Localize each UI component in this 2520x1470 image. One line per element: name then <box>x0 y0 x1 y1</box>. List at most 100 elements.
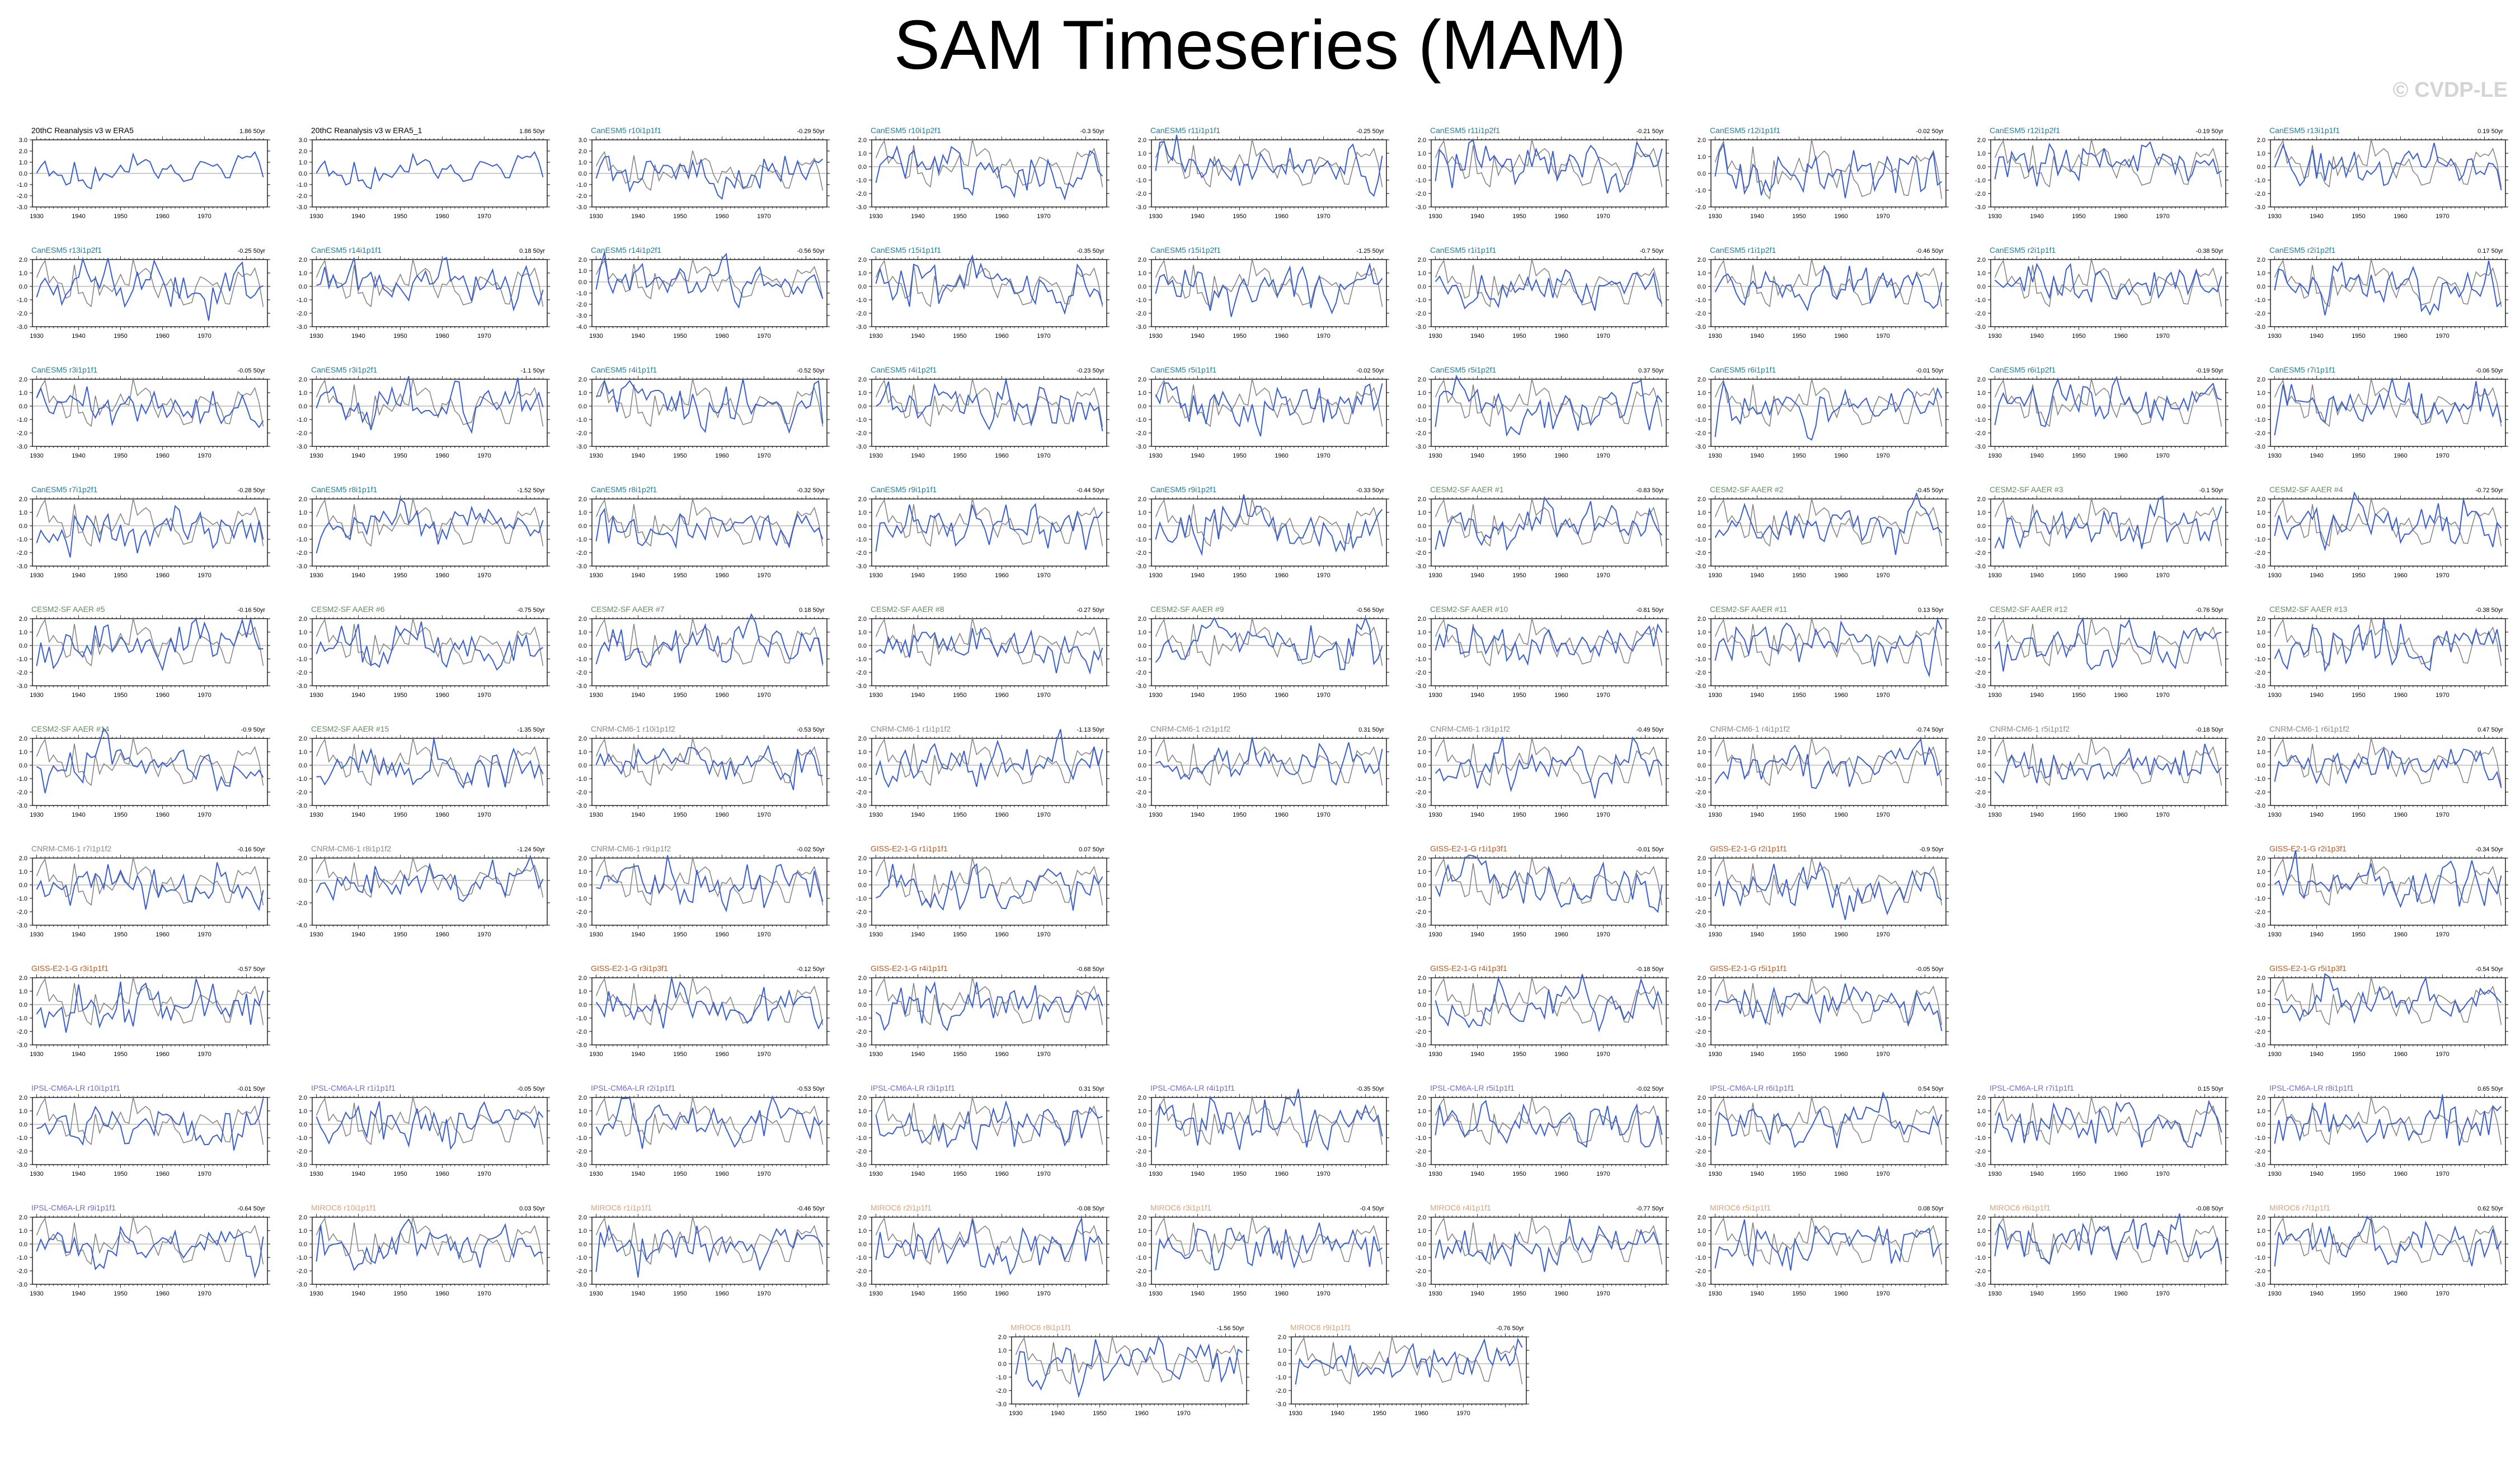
panel-title: CNRM-CM6-1 r9i1p1f2 <box>591 844 671 853</box>
y-tick-label: 1.0 <box>2257 1108 2265 1115</box>
obs-series-line <box>316 738 544 786</box>
obs-series-line <box>595 1217 824 1265</box>
panel-frame <box>32 498 268 567</box>
y-tick-label: 2.0 <box>2257 975 2265 982</box>
y-tick-label: 0.0 <box>19 403 27 410</box>
model-series-line <box>2274 619 2502 673</box>
y-tick-label: 2.0 <box>1138 376 1146 383</box>
y-tick-label: 1.0 <box>858 1108 867 1115</box>
model-series-line <box>1435 623 1663 666</box>
x-tick-label: 1970 <box>1596 453 1610 459</box>
y-tick-label: 0.0 <box>858 882 867 889</box>
x-tick-label: 1930 <box>1428 692 1442 699</box>
y-tick-label: 0.0 <box>1977 1241 1986 1248</box>
y-tick-label: -3.0 <box>297 683 307 690</box>
panel-title: IPSL-CM6A-LR r10i1p1f1 <box>31 1083 120 1092</box>
sam-panel: CanESM5 r10i1p1f1 -0.29 50yr 3.0 2.0 1.0 0.0 -… <box>576 126 830 220</box>
panel-trend: -0.05 50yr <box>1916 966 1944 973</box>
y-tick-label: -3.0 <box>1695 922 1706 929</box>
x-tick-label: 1960 <box>2114 692 2127 699</box>
y-tick-label: -1.0 <box>297 1135 307 1142</box>
sam-panel: CNRM-CM6-1 r3i1p1f2 -0.49 50yr 2.0 1.0 0.0 -1… <box>1416 724 1669 818</box>
y-tick-label: 2.0 <box>858 376 867 383</box>
panel-trend: 0.13 50yr <box>1918 607 1944 614</box>
panel-trend: 0.07 50yr <box>1079 846 1104 853</box>
panel-frame <box>591 1097 828 1165</box>
y-tick-label: 2.0 <box>1698 855 1706 862</box>
sam-panel: CanESM5 r14i1p1f1 0.18 50yr 2.0 1.0 0.0 -1.0 -… <box>297 246 550 340</box>
obs-series-line <box>1435 498 1663 547</box>
y-tick-label: -2.0 <box>297 1148 307 1155</box>
x-tick-label: 1960 <box>995 572 1008 579</box>
x-tick-label: 1950 <box>114 1171 127 1177</box>
panel-trend: -0.23 50yr <box>1076 368 1104 374</box>
panel-title: CESM2-SF AAER #14 <box>31 724 109 733</box>
x-tick-label: 1950 <box>1792 453 1806 459</box>
x-tick-label: 1930 <box>1708 1051 1722 1058</box>
y-tick-label: 1.0 <box>1418 1108 1426 1115</box>
x-tick-label: 1940 <box>2030 1171 2043 1177</box>
y-tick-label: 0.0 <box>19 643 27 649</box>
sam-panel: CESM2-SF AAER #2 -0.45 50yr 2.0 1.0 0.0 -1.0 -… <box>1695 485 1949 579</box>
y-tick-label: 0.0 <box>579 279 587 286</box>
panel-title: CanESM5 r13i1p2f1 <box>31 246 102 255</box>
x-tick-label: 1940 <box>2310 1051 2323 1058</box>
y-tick-label: 2.0 <box>2257 616 2265 623</box>
x-tick-label: 1930 <box>589 213 603 220</box>
x-tick-label: 1950 <box>1792 1290 1806 1297</box>
y-tick-label: 2.0 <box>19 376 27 383</box>
panel-trend: -0.08 50yr <box>1076 1205 1104 1212</box>
y-tick-label: -1.0 <box>856 536 867 543</box>
y-tick-label: -1.0 <box>2255 1135 2265 1142</box>
panel-title: MIROC6 r10i1p1f1 <box>311 1203 377 1212</box>
y-tick-label: -1.0 <box>856 417 867 423</box>
x-tick-label: 1970 <box>1317 213 1330 220</box>
x-tick-label: 1970 <box>2156 572 2169 579</box>
model-series-line <box>2274 260 2502 316</box>
x-tick-label: 1970 <box>2436 572 2449 579</box>
x-tick-label: 1960 <box>156 812 169 818</box>
y-tick-label: 1.0 <box>579 629 587 636</box>
model-series-line <box>595 1224 824 1278</box>
y-tick-label: -1.0 <box>2255 656 2265 663</box>
y-tick-label: 2.0 <box>19 1214 27 1221</box>
y-tick-label: 2.0 <box>1977 736 1986 742</box>
y-tick-label: -2.0 <box>1416 1268 1426 1275</box>
y-tick-label: -3.0 <box>17 563 27 570</box>
panel-trend: -0.53 50yr <box>797 1086 825 1092</box>
y-tick-label: -1.0 <box>2255 776 2265 783</box>
x-tick-label: 1930 <box>1149 213 1162 220</box>
obs-series-line <box>316 498 544 547</box>
x-tick-label: 1950 <box>393 213 407 220</box>
y-tick-label: -3.0 <box>1975 803 1986 809</box>
x-tick-label: 1950 <box>673 692 687 699</box>
y-tick-label: 0.0 <box>579 1241 587 1248</box>
y-tick-label: 0.0 <box>1418 523 1426 530</box>
y-tick-label: -3.0 <box>17 922 27 929</box>
sam-panel: CESM2-SF AAER #6 -0.75 50yr 2.0 1.0 0.0 -1.0 -… <box>297 605 550 699</box>
x-tick-label: 1950 <box>2072 453 2085 459</box>
model-series-line <box>1714 738 1943 789</box>
x-tick-label: 1960 <box>156 692 169 699</box>
y-tick-label: 0.0 <box>1418 1241 1426 1248</box>
sam-panel: CanESM5 r9i1p1f1 -0.44 50yr 2.0 1.0 0.0 -1.0 -… <box>856 485 1109 579</box>
model-series-line <box>2274 850 2502 908</box>
x-tick-label: 1930 <box>589 572 603 579</box>
x-tick-label: 1950 <box>1792 1171 1806 1177</box>
y-tick-label: 1.0 <box>19 270 27 277</box>
sam-panel: CanESM5 r12i1p1f1 -0.02 50yr 2.0 1.0 0.0 -1.0… <box>1695 126 1949 220</box>
obs-series-line <box>595 1097 824 1146</box>
x-tick-label: 1950 <box>673 1051 687 1058</box>
model-series-line <box>1714 861 1943 920</box>
panel-title: CanESM5 r6i1p2f1 <box>1990 365 2056 374</box>
sam-panel: GISS-E2-1-G r4i1p1f1 -0.68 50yr 2.0 1.0 0.0 -… <box>856 964 1109 1058</box>
sam-panel: IPSL-CM6A-LR r4i1p1f1 -0.35 50yr 2.0 1.0 0.0… <box>1136 1083 1389 1177</box>
x-tick-label: 1930 <box>1428 931 1442 938</box>
x-tick-label: 1940 <box>911 333 924 340</box>
x-tick-label: 1960 <box>1275 572 1288 579</box>
y-tick-label: 2.0 <box>19 616 27 623</box>
y-tick-label: -2.0 <box>2255 191 2265 197</box>
y-tick-label: 0.0 <box>1138 284 1146 290</box>
sam-panel: MIROC6 r10i1p1f1 0.03 50yr 2.0 1.0 0.0 -1.0 -2… <box>297 1203 550 1297</box>
y-tick-label: -1.0 <box>297 776 307 783</box>
